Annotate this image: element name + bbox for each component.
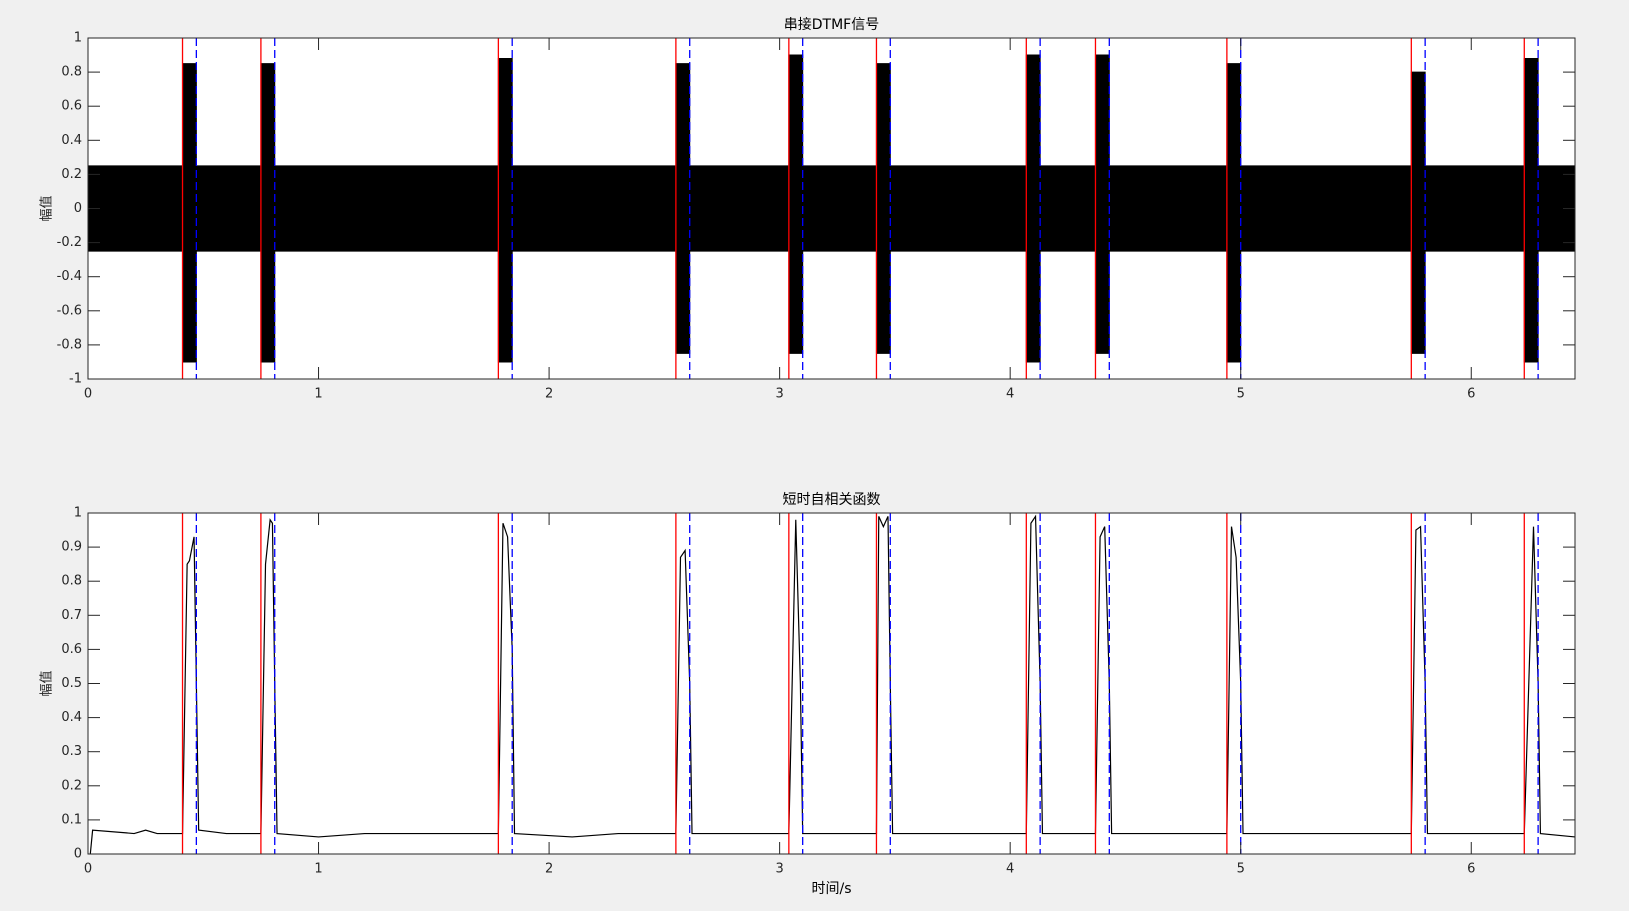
y-tick-label: -1 <box>69 372 82 387</box>
y-tick-label: 0.6 <box>61 642 82 657</box>
autocorr-line <box>89 514 1575 854</box>
y-tick-label: 0.4 <box>61 710 82 725</box>
x-tick-label: 4 <box>1006 387 1014 402</box>
y-tick-label: 1 <box>74 506 82 521</box>
y-tick-label: -0.8 <box>57 337 82 352</box>
y-tick-label: 0.7 <box>61 608 82 623</box>
x-tick-label: 0 <box>84 862 92 877</box>
plot-content <box>89 513 1575 854</box>
subplot-title: 短时自相关函数 <box>783 492 881 508</box>
y-tick-label: 0.2 <box>61 778 82 793</box>
y-tick-label: 0.4 <box>61 133 82 148</box>
x-tick-label: 6 <box>1467 387 1475 402</box>
y-tick-label: 0.2 <box>61 167 82 182</box>
x-tick-label: 6 <box>1467 862 1475 877</box>
x-tick-label: 5 <box>1237 387 1245 402</box>
y-tick-label: 0.1 <box>61 812 82 827</box>
y-tick-label: -0.4 <box>57 269 82 284</box>
x-tick-label: 1 <box>314 862 322 877</box>
x-tick-label: 5 <box>1237 862 1245 877</box>
y-tick-label: 0 <box>74 201 82 216</box>
plot-area <box>88 513 1575 854</box>
y-tick-label: -0.2 <box>57 235 82 250</box>
y-tick-label: 0 <box>74 847 82 862</box>
x-tick-label: 4 <box>1006 862 1014 877</box>
x-tick-label: 3 <box>775 862 783 877</box>
y-tick-label: 0.9 <box>61 540 82 555</box>
x-tick-label: 2 <box>545 387 553 402</box>
x-tick-label: 0 <box>84 387 92 402</box>
y-tick-label: 0.3 <box>61 744 82 759</box>
x-tick-label: 3 <box>775 387 783 402</box>
y-axis-label: 幅值 <box>39 195 55 221</box>
y-tick-label: 0.8 <box>61 65 82 80</box>
x-tick-label: 2 <box>545 862 553 877</box>
y-axis-label: 幅值 <box>39 670 55 696</box>
y-tick-label: -0.6 <box>57 303 82 318</box>
y-tick-label: 0.8 <box>61 574 82 589</box>
x-tick-label: 1 <box>314 387 322 402</box>
subplot-title: 串接DTMF信号 <box>784 16 879 33</box>
y-tick-label: 1 <box>74 31 82 46</box>
plot-content <box>88 38 1575 379</box>
y-tick-label: 0.5 <box>61 676 82 691</box>
x-axis-label: 时间/s <box>811 881 851 897</box>
y-tick-label: 0.6 <box>61 99 82 114</box>
